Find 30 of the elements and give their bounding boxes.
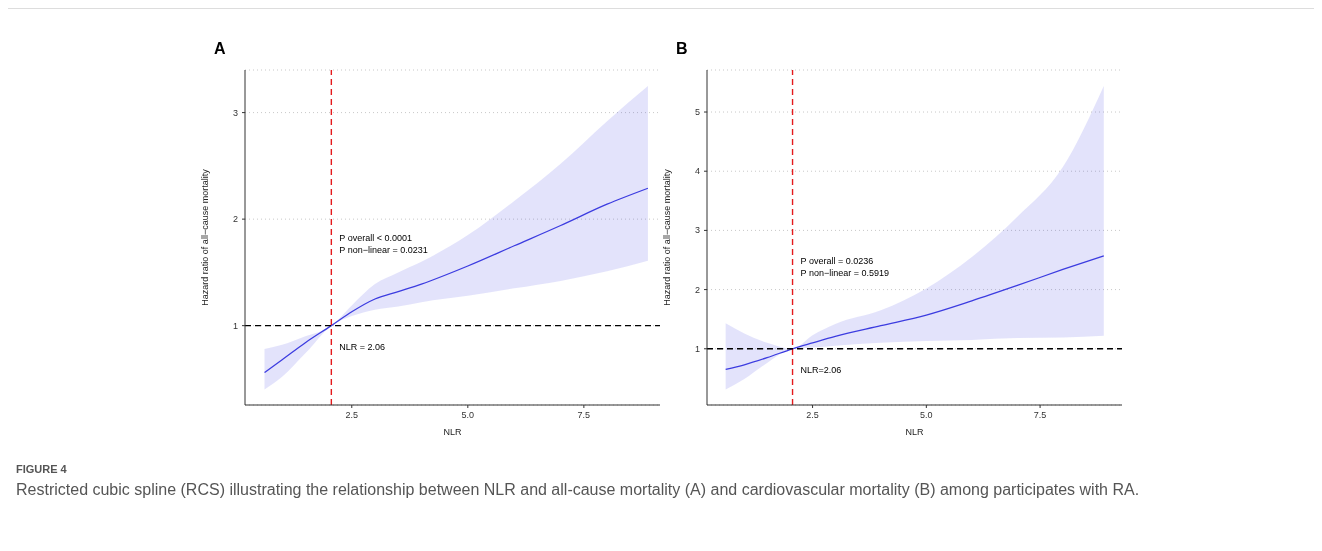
y-tick-label: 3 <box>232 107 238 118</box>
x-tick-label: 7.5 <box>1033 410 1047 420</box>
ref-line-label: NLR=2.06 <box>800 364 842 375</box>
y-axis-title: Hazard ratio of all−cause mortality <box>200 168 211 306</box>
y-tick-label: 5 <box>694 107 700 118</box>
y-axis-title: Hazard ratio of all−cause mortality <box>662 168 673 306</box>
annotation: P overall = 0.0236 <box>800 254 875 267</box>
y-tick-label: 3 <box>694 225 700 236</box>
annotation: P overall < 0.0001 <box>339 231 413 244</box>
y-tick-label: 2 <box>694 284 700 295</box>
y-tick-label: 4 <box>694 166 700 177</box>
x-tick-label: 2.5 <box>345 410 359 420</box>
x-axis-title: NLR <box>443 427 462 437</box>
chart-title: B <box>676 40 688 58</box>
chart-title: A <box>214 40 226 58</box>
y-tick-label: 1 <box>694 343 700 354</box>
x-tick-label: 7.5 <box>577 410 591 420</box>
text: Restricted cubic spline (RCS) illustrating the relationship between NLR and all-cause mortality (A) and cardiovascular mortality (B) among participates with RA. <box>16 480 1141 500</box>
x-axis-title: NLR <box>905 427 924 437</box>
line-series <box>263 187 649 374</box>
x-tick-label: 5.0 <box>461 410 475 420</box>
annotation: P non−linear = 0.0231 <box>339 243 428 256</box>
line-series <box>725 255 1105 371</box>
y-tick-label: 1 <box>232 320 238 331</box>
x-tick-label: 2.5 <box>806 410 819 420</box>
caption: FIGURE 4 <box>16 463 68 475</box>
ref-line-label: NLR = 2.06 <box>339 341 386 352</box>
x-tick-label: 5.0 <box>920 410 933 420</box>
annotation: P non−linear = 0.5919 <box>800 266 889 279</box>
y-tick-label: 2 <box>232 214 238 225</box>
